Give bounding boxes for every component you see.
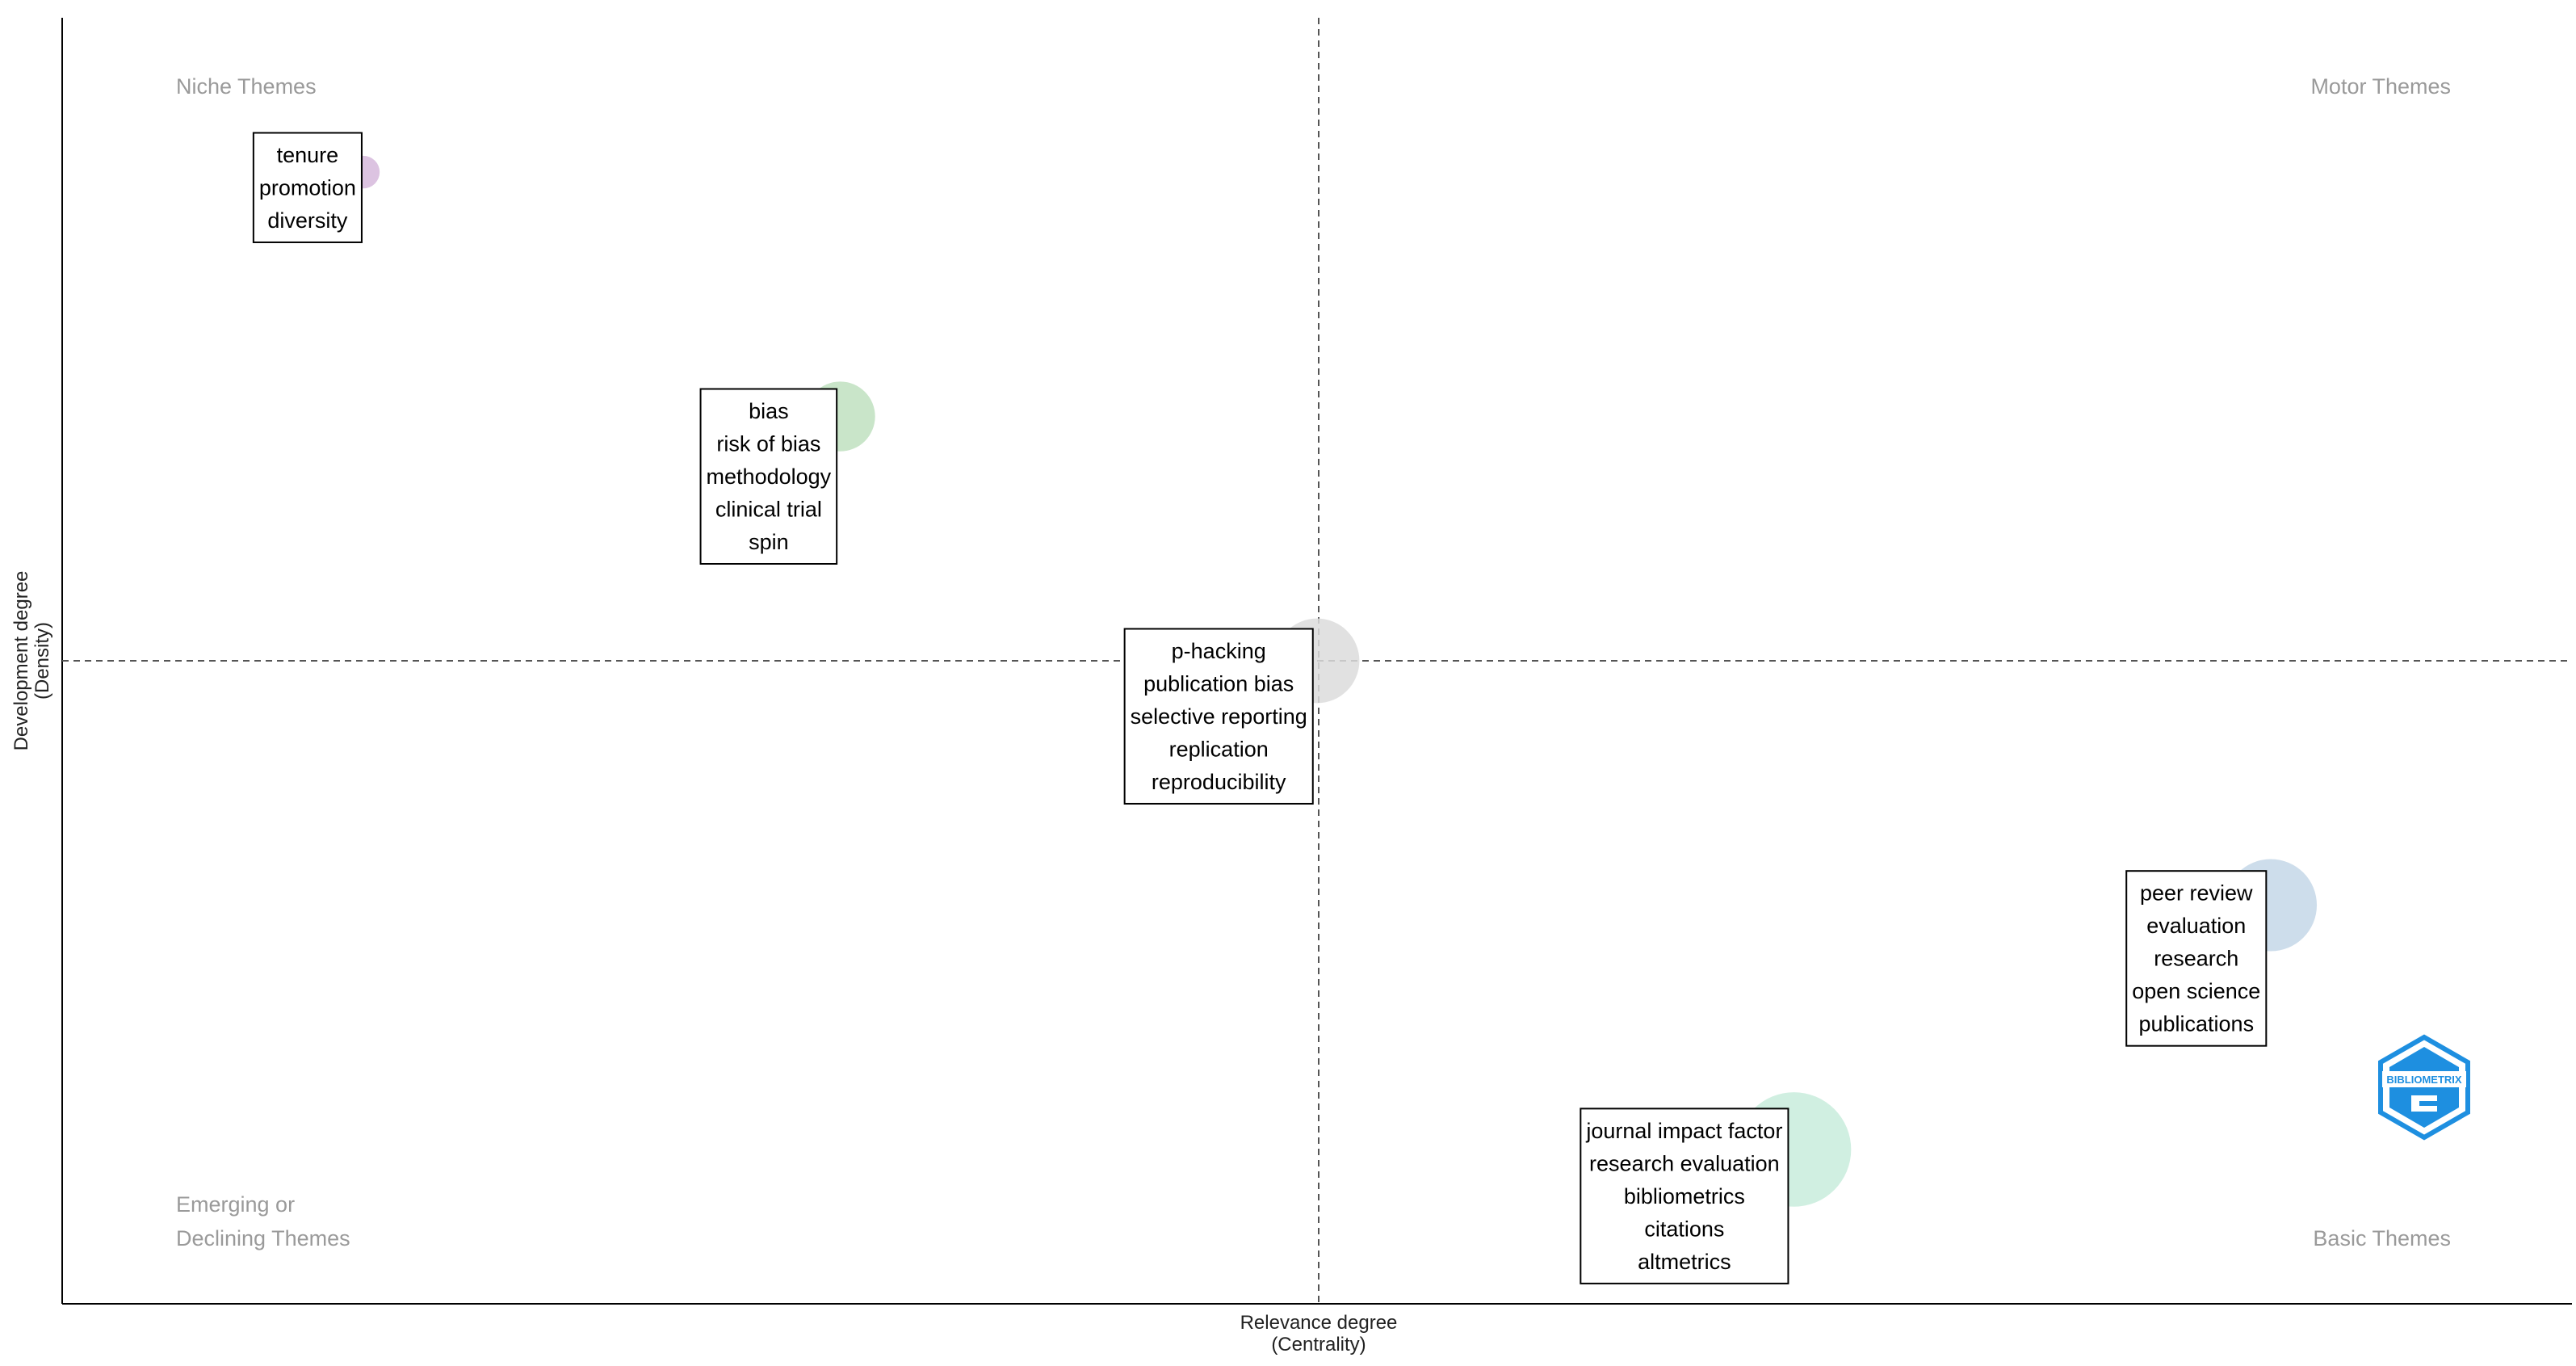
x-axis-subtitle: (Centrality) — [1271, 1334, 1366, 1355]
cluster-label-box: peer review evaluation research open scienc… — [2125, 870, 2268, 1047]
logo-glyph — [2411, 1095, 2437, 1112]
cluster-keyword: citations — [1644, 1217, 1724, 1241]
quadrant-label-emerging-line1: Emerging or — [176, 1192, 295, 1217]
cluster-label-frame — [699, 388, 838, 565]
cluster-label-frame — [252, 132, 363, 243]
cluster-label-frame — [2125, 870, 2268, 1047]
cluster-keyword: promotion — [259, 175, 356, 200]
logo-band — [2382, 1071, 2466, 1087]
cluster-keyword: selective reporting — [1131, 704, 1307, 729]
cluster-keyword: research evaluation — [1589, 1151, 1780, 1175]
y-axis-title: Development degree — [10, 571, 32, 751]
cluster-keyword: altmetrics — [1638, 1250, 1731, 1274]
cluster-keyword: p-hacking — [1172, 639, 1266, 663]
cluster-keyword: peer review — [2140, 881, 2253, 906]
cluster-label-frame — [1123, 628, 1314, 805]
cluster-keyword: bibliometrics — [1624, 1184, 1745, 1208]
cluster-keyword: methodology — [707, 464, 832, 489]
cluster-label-box: p-hacking publication bias selective repor… — [1123, 628, 1314, 805]
cluster-label-box: bias risk of bias methodology clinical tria… — [699, 388, 838, 565]
cluster-label-frame — [1580, 1108, 1789, 1284]
cluster-keyword: journal impact factor — [1585, 1119, 1782, 1143]
quadrant-label-motor: Motor Themes — [2310, 74, 2451, 99]
cluster-keyword: tenure — [277, 143, 339, 167]
cluster-keyword: spin — [749, 530, 789, 554]
quadrant-label-niche: Niche Themes — [176, 74, 317, 99]
cluster-keyword: bias — [749, 399, 789, 423]
y-axis-subtitle: (Density) — [31, 622, 53, 700]
cluster-label-box: journal impact factor research evaluation… — [1580, 1108, 1789, 1284]
cluster-keyword: clinical trial — [715, 498, 822, 522]
cluster-keyword: reproducibility — [1152, 770, 1286, 794]
cluster-labels: tenure promotion diversity bias risk of bias… — [252, 132, 2268, 1284]
logo-text: BIBLIOMETRIX — [2386, 1074, 2461, 1086]
cluster-label-box: tenure promotion diversity — [252, 132, 363, 243]
cluster-keyword: replication — [1169, 737, 1269, 761]
cluster-keyword: diversity — [267, 208, 348, 233]
cluster-keyword: research — [2154, 947, 2238, 971]
cluster-keyword: risk of bias — [716, 432, 820, 456]
x-axis-title: Relevance degree — [1240, 1312, 1398, 1334]
quadrant-label-basic: Basic Themes — [2313, 1226, 2451, 1250]
cluster-keyword: publications — [2138, 1012, 2254, 1036]
cluster-keyword: publication bias — [1143, 671, 1294, 696]
quadrant-label-emerging-line2: Declining Themes — [176, 1226, 350, 1250]
bibliometrix-logo-icon: BIBLIOMETRIX — [2378, 1034, 2470, 1141]
cluster-keyword: evaluation — [2146, 914, 2246, 938]
cluster-keyword: open science — [2132, 979, 2260, 1003]
